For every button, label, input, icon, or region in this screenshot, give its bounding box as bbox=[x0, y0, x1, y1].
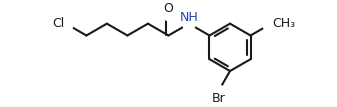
Circle shape bbox=[212, 85, 225, 98]
Text: Br: Br bbox=[211, 92, 225, 105]
Circle shape bbox=[263, 15, 280, 32]
Text: CH₃: CH₃ bbox=[272, 17, 296, 30]
Text: NH: NH bbox=[180, 11, 198, 24]
Circle shape bbox=[163, 10, 174, 21]
Text: O: O bbox=[163, 2, 174, 15]
Text: Cl: Cl bbox=[53, 17, 65, 30]
Circle shape bbox=[58, 16, 73, 31]
Circle shape bbox=[183, 17, 195, 30]
